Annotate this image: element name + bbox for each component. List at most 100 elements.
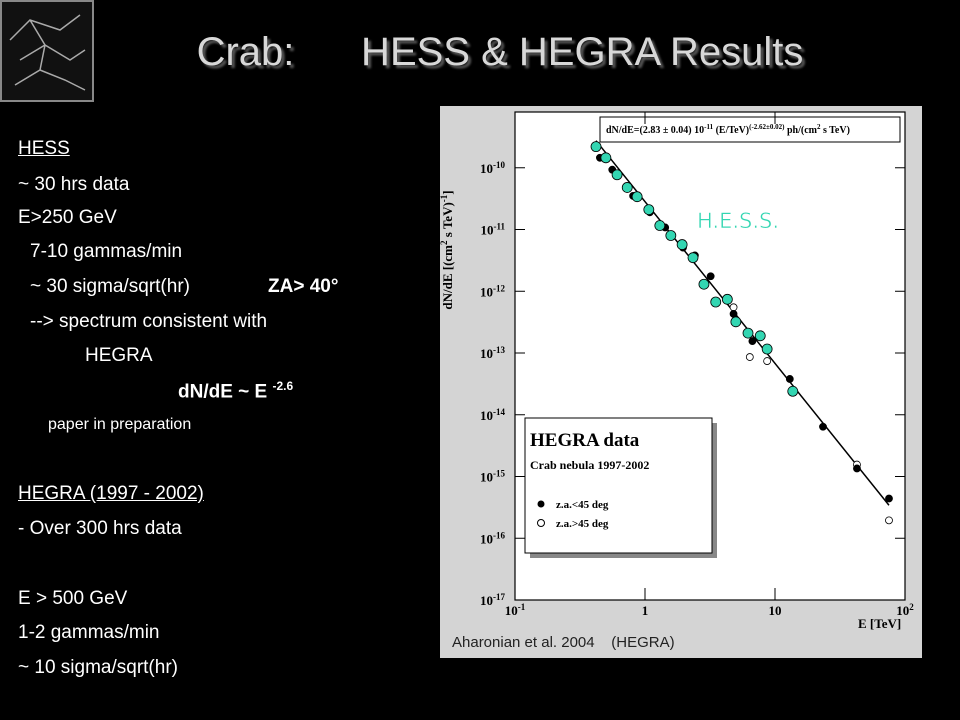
data-point <box>698 278 710 290</box>
data-point <box>729 309 738 318</box>
formula: dN/dE ~ E -2.6 <box>178 380 293 401</box>
data-point <box>761 343 773 355</box>
note: paper in preparation <box>48 416 192 433</box>
superscript: -11 <box>704 123 713 131</box>
tick-text: 10 <box>480 531 493 546</box>
tick-exponent: -15 <box>493 469 505 479</box>
data-point <box>787 385 799 397</box>
text-line: ZA> 40° <box>268 276 339 297</box>
tick-text: 1 <box>642 603 649 618</box>
data-point <box>631 191 643 203</box>
slide-title: Crab: HESS & HEGRA Results <box>196 30 804 74</box>
y-tick-label: 10-10 <box>480 160 505 176</box>
label-part: s TeV) <box>440 202 455 240</box>
label-part: dN/dE [(cm <box>440 245 455 310</box>
tick-exponent: -16 <box>493 530 505 540</box>
label-part: dN/dE=(2.83 ± 0.04) 10 <box>606 125 704 136</box>
tick-text: 10 <box>480 346 493 361</box>
data-point <box>665 230 677 241</box>
fit-label: dN/dE=(2.83 ± 0.04) 10-11 (E/TeV)(-2.62±… <box>606 123 850 136</box>
text-line: HEGRA <box>85 345 153 366</box>
data-point <box>742 327 754 339</box>
y-tick-label: 10-11 <box>480 222 505 238</box>
tick-text: 10 <box>480 593 493 608</box>
tick-exponent: -11 <box>493 222 505 232</box>
data-point <box>885 494 893 503</box>
data-point <box>654 220 666 231</box>
data-point <box>763 357 772 365</box>
tick-exponent: -13 <box>493 345 505 355</box>
formula-text: dN/dE ~ E <box>178 381 268 403</box>
data-point <box>754 330 766 342</box>
x-tick-label: 102 <box>896 602 914 618</box>
data-point <box>621 182 633 193</box>
tick-text: 10 <box>480 284 493 299</box>
text-line: ~ 10 sigma/sqrt(hr) <box>18 657 178 678</box>
legend-marker <box>537 500 545 508</box>
data-point <box>687 252 699 264</box>
legend-title: HEGRA data <box>530 430 640 451</box>
y-tick-label: 10-17 <box>480 592 505 608</box>
caption: Aharonian et al. 2004 (HEGRA) <box>452 634 675 651</box>
y-tick-label: 10-16 <box>480 530 505 546</box>
x-tick-label: 1 <box>642 603 649 618</box>
y-tick-label: 10-12 <box>480 283 505 299</box>
logo <box>0 0 94 102</box>
data-point <box>643 204 655 216</box>
hess-label: H.E.S.S. <box>697 209 779 233</box>
tick-text: 10 <box>769 603 782 618</box>
text-line: 7-10 gammas/min <box>30 241 183 262</box>
data-point <box>706 272 715 281</box>
tick-exponent: -1 <box>518 602 526 612</box>
text-line: 1-2 gammas/min <box>18 622 160 643</box>
text-line: E > 500 GeV <box>18 588 128 609</box>
data-point <box>819 422 827 431</box>
x-axis-label: E [TeV] <box>858 616 901 631</box>
data-point <box>590 141 602 153</box>
legend-box <box>524 417 713 554</box>
label-part: ph/(cm <box>784 125 817 136</box>
data-point <box>721 293 733 305</box>
superscript: 2 <box>439 240 449 245</box>
legend-marker <box>537 519 545 527</box>
text-line: --> spectrum consistent with <box>30 311 268 332</box>
y-tick-label: 10-15 <box>480 469 505 485</box>
text-line: - Over 300 hrs data <box>18 518 182 539</box>
x-tick-label: 10 <box>769 603 782 618</box>
data-point <box>710 296 722 308</box>
x-tick-label: 10-1 <box>505 602 526 618</box>
y-tick-label: 10-14 <box>480 407 505 423</box>
legend-subtitle: Crab nebula 1997-2002 <box>530 458 649 472</box>
data-point <box>745 353 754 361</box>
superscript: 2 <box>817 123 821 131</box>
tick-text: 10 <box>480 470 493 485</box>
data-point <box>730 316 742 328</box>
tick-exponent: -17 <box>493 592 505 602</box>
legend-label: z.a.>45 deg <box>556 518 609 530</box>
text-line: ~ 30 sigma/sqrt(hr) <box>30 276 190 297</box>
data-point <box>729 303 738 312</box>
superscript: -1 <box>439 194 449 202</box>
heading: HESS <box>18 138 70 159</box>
data-point <box>853 464 861 473</box>
tick-text: 10 <box>480 223 493 238</box>
label-part: (E/TeV) <box>713 125 749 136</box>
legend-label: z.a.<45 deg <box>556 499 609 511</box>
y-axis-label: dN/dE [(cm2 s TeV)-1] <box>439 190 455 309</box>
tick-exponent: -10 <box>493 160 505 170</box>
data-point <box>600 152 612 164</box>
data-point <box>785 375 794 383</box>
data-point <box>885 516 893 525</box>
data-point <box>611 169 623 181</box>
tick-exponent: 2 <box>909 602 914 612</box>
tick-exponent: -12 <box>493 283 505 293</box>
fit-line <box>595 140 890 506</box>
tick-text: 10 <box>505 603 518 618</box>
superscript: (-2.62±0.02) <box>749 123 785 131</box>
tick-text: 10 <box>896 603 909 618</box>
tick-text: 10 <box>480 161 493 176</box>
y-tick-label: 10-13 <box>480 345 505 361</box>
label-part: s TeV) <box>820 125 849 136</box>
